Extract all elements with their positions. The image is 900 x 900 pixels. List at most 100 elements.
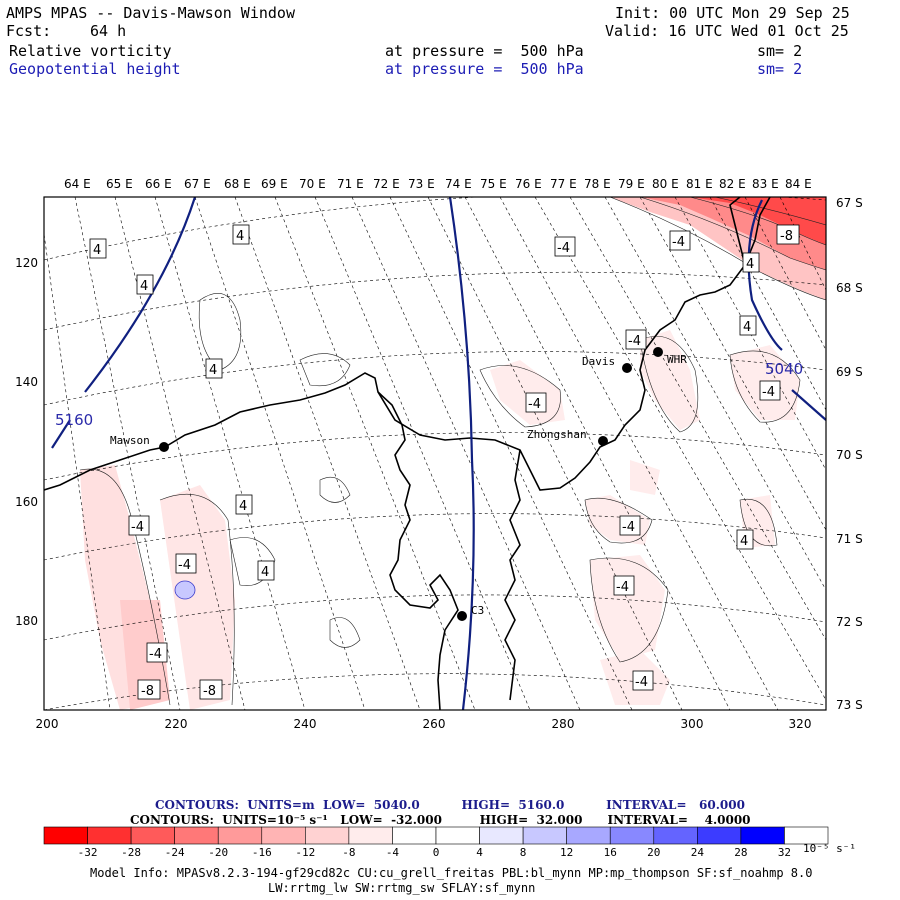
colorbar-tick-label: 16	[603, 846, 617, 859]
contour-label: -4	[669, 230, 691, 251]
colorbar	[43, 826, 829, 845]
station-marker	[598, 436, 608, 446]
colorbar-tick-label: -12	[295, 846, 316, 859]
height-label: 5040	[765, 360, 803, 378]
contour-label: 4	[136, 274, 154, 295]
colorbar-tick-label: -32	[77, 846, 98, 859]
colorbar-cell	[740, 826, 785, 845]
colorbar-cell	[522, 826, 567, 845]
lon-label: 68 E	[224, 177, 251, 191]
svg-text:-8: -8	[780, 229, 793, 244]
svg-text:-4: -4	[635, 675, 648, 690]
colorbar-tick-label: -16	[251, 846, 272, 859]
contour-label: -8	[137, 679, 161, 700]
colorbar-cell	[174, 826, 219, 845]
colorbar-cell	[392, 826, 437, 845]
lon-label: 82 E	[719, 177, 746, 191]
colorbar-tick-label: 24	[690, 846, 704, 859]
station-name: C3	[471, 604, 484, 617]
height-contour-info: CONTOURS: UNITS=m LOW= 5040.0 HIGH= 5160…	[155, 798, 745, 812]
x-tick-label: 300	[681, 717, 704, 731]
svg-text:-4: -4	[622, 520, 635, 535]
contour-label: 4	[205, 358, 223, 379]
init-time: Init: 00 UTC Mon 29 Sep 25	[615, 4, 850, 22]
field2-name: Geopotential height	[9, 60, 181, 78]
svg-text:4: 4	[236, 229, 244, 244]
contour-label: -4	[625, 329, 647, 350]
colorbar-units: 10⁻⁵ s⁻¹	[803, 842, 856, 855]
svg-text:-4: -4	[528, 397, 541, 412]
station-marker	[457, 611, 467, 621]
colorbar-tick-label: 32	[777, 846, 792, 859]
x-axis-ticks: 200 220 240 260 280 300 320	[36, 717, 812, 731]
field1-smoothing: sm= 2	[757, 42, 803, 60]
colorbar-cell	[479, 826, 524, 845]
colorbar-cell	[348, 826, 393, 845]
svg-text:-8: -8	[203, 684, 216, 699]
contour-label: 4	[742, 252, 760, 273]
lon-label: 77 E	[550, 177, 577, 191]
svg-text:4: 4	[743, 320, 751, 335]
svg-text:-4: -4	[628, 334, 641, 349]
svg-text:4: 4	[93, 243, 101, 258]
field2-smoothing: sm= 2	[757, 60, 803, 78]
lon-label: 71 E	[337, 177, 364, 191]
y-tick-label: 140	[15, 375, 38, 389]
contour-label: 4	[739, 315, 757, 336]
field1-level: at pressure = 500 hPa	[385, 42, 584, 60]
lon-label: 76 E	[515, 177, 542, 191]
x-tick-label: 200	[36, 717, 59, 731]
svg-text:-4: -4	[131, 520, 144, 535]
y-tick-label: 160	[15, 495, 38, 509]
station-name: Davis	[582, 355, 615, 368]
contour-label: 4	[257, 560, 275, 581]
field1-name: Relative vorticity	[9, 42, 172, 60]
colorbar-tick-label: -4	[385, 846, 400, 859]
contour-label: -4	[759, 380, 781, 401]
lat-label: 69 S	[836, 365, 863, 379]
vorticity-contour-info: CONTOURS: UNITS=10⁻⁵ s⁻¹ LOW= -32.000 HI…	[130, 813, 751, 827]
model-info: Model Info: MPASv8.2.3-194-gf29cd82c CU:…	[90, 866, 813, 880]
valid-time: Valid: 16 UTC Wed 01 Oct 25	[605, 22, 849, 40]
x-tick-label: 220	[165, 717, 188, 731]
svg-text:-4: -4	[149, 647, 162, 662]
lat-label: 67 S	[836, 196, 863, 210]
x-tick-label: 280	[552, 717, 575, 731]
svg-text:4: 4	[239, 499, 247, 514]
svg-text:4: 4	[140, 279, 148, 294]
colorbar-cell	[43, 826, 88, 845]
colorbar-cell	[653, 826, 698, 845]
lon-label: 84 E	[785, 177, 812, 191]
coastline	[44, 197, 771, 710]
lat-label: 68 S	[836, 281, 863, 295]
colorbar-tick-label: -20	[208, 846, 229, 859]
graticule	[44, 197, 826, 710]
field2-level: at pressure = 500 hPa	[385, 60, 584, 78]
colorbar-tick-label: 20	[647, 846, 661, 859]
svg-text:-4: -4	[557, 241, 570, 256]
colorbar-cell	[87, 826, 132, 845]
station-name: Zhongshan	[527, 428, 587, 441]
forecast-label: Fcst:	[6, 22, 52, 40]
lon-label: 66 E	[145, 177, 172, 191]
colorbar-cell	[609, 826, 655, 845]
contour-label: 4	[736, 529, 754, 550]
lon-label: 67 E	[184, 177, 211, 191]
lon-label: 75 E	[480, 177, 507, 191]
lon-label: 74 E	[445, 177, 472, 191]
svg-text:4: 4	[261, 565, 269, 580]
x-tick-label: 240	[294, 717, 317, 731]
lon-label: 65 E	[106, 177, 133, 191]
lat-label: 72 S	[836, 615, 863, 629]
station-name: WHR	[667, 353, 687, 366]
lon-label: 79 E	[618, 177, 645, 191]
contour-label: -4	[554, 236, 576, 257]
map-frame	[43, 196, 827, 711]
svg-text:-4: -4	[762, 385, 775, 400]
lat-label: 70 S	[836, 448, 863, 462]
contour-label: -8	[776, 224, 800, 245]
geopotential-contours	[51, 197, 826, 710]
lon-label: 81 E	[686, 177, 713, 191]
colorbar-cell	[217, 826, 263, 845]
